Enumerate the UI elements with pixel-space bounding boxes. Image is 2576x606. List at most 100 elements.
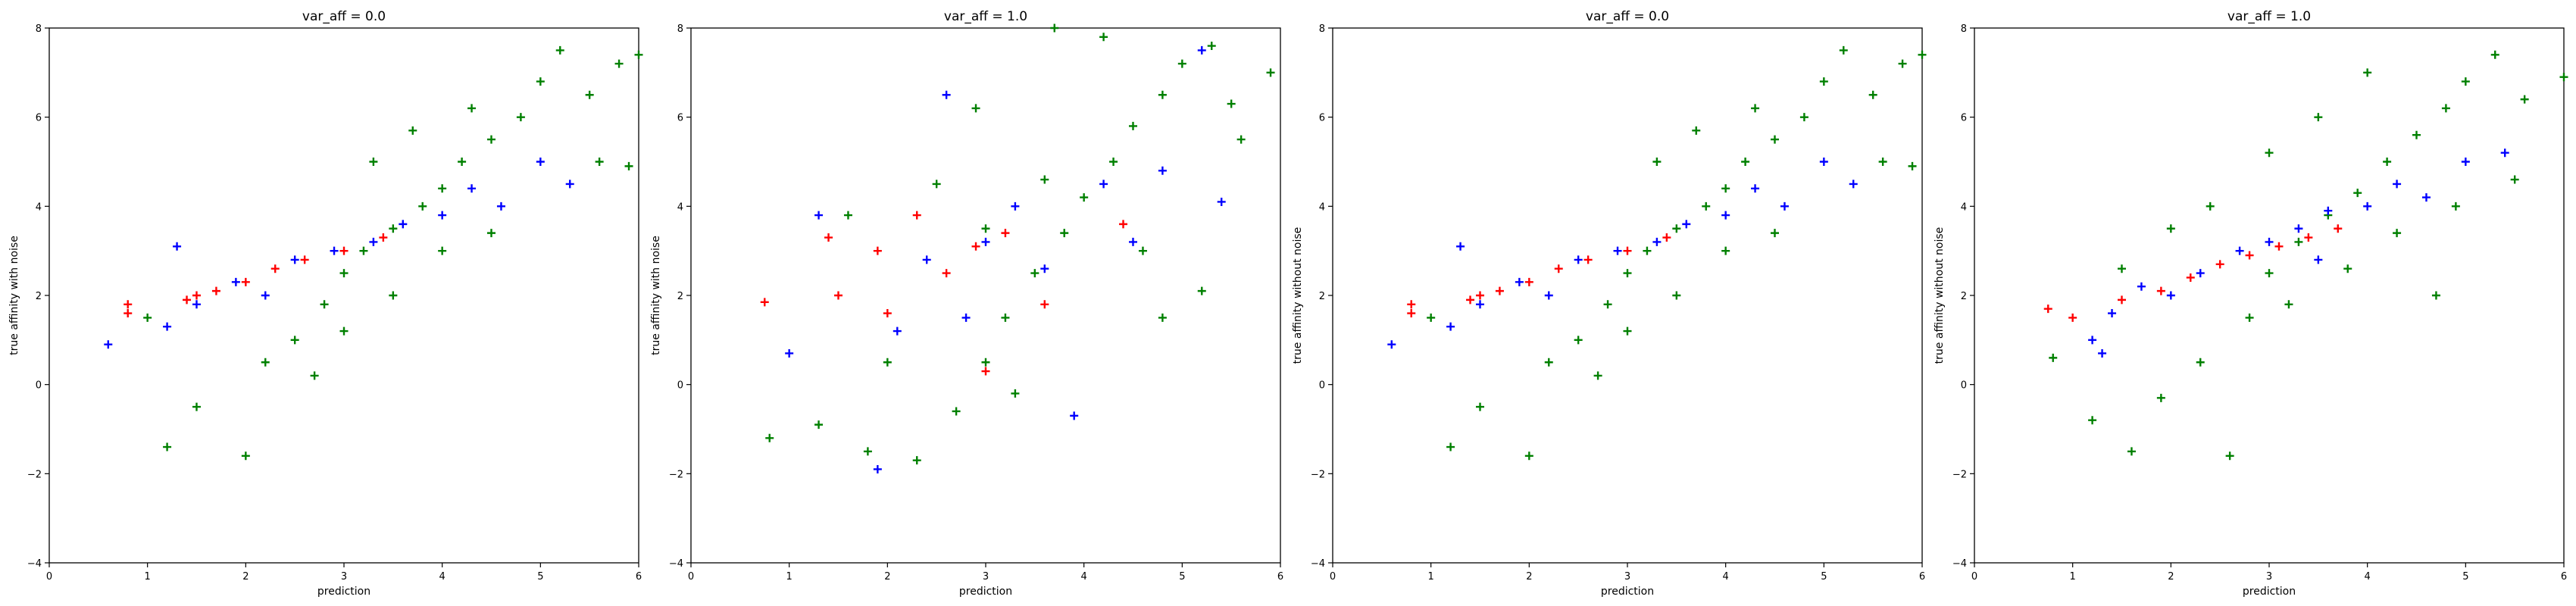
data-point (2043, 305, 2052, 314)
data-point (1652, 158, 1662, 166)
data-point (2137, 282, 2146, 291)
data-point (1099, 180, 1108, 189)
x-tick-label: 3 (983, 571, 989, 583)
data-point (1643, 246, 1652, 255)
data-point (981, 367, 990, 376)
data-point (2156, 286, 2165, 295)
data-point (765, 433, 774, 442)
y-tick-label: 6 (1961, 113, 1967, 124)
data-point (467, 104, 477, 113)
data-point (873, 246, 882, 255)
y-tick-label: −4 (1952, 558, 1967, 570)
data-point (2265, 148, 2274, 158)
data-point (310, 371, 319, 380)
data-point (173, 242, 182, 251)
y-tick-label: −2 (1952, 469, 1967, 480)
data-point (2108, 309, 2117, 318)
data-point (1040, 175, 1049, 184)
data-point (1652, 237, 1662, 246)
data-point (1544, 291, 1553, 300)
data-point (2098, 348, 2107, 358)
data-point (614, 59, 624, 68)
data-point (536, 77, 545, 86)
data-point (883, 358, 892, 367)
x-tick-label: 2 (2168, 571, 2174, 583)
series-3 (1407, 233, 1671, 318)
data-point (2196, 358, 2205, 367)
x-axis-label: prediction (317, 586, 370, 598)
data-point (2245, 251, 2254, 260)
data-point (270, 264, 280, 273)
data-point (1771, 135, 1779, 144)
data-point (1495, 286, 1504, 295)
x-tick-label: 0 (1971, 571, 1977, 583)
y-tick-label: −2 (27, 469, 42, 480)
y-tick-label: −2 (1311, 469, 1325, 480)
data-point (1030, 269, 1039, 278)
data-point (2441, 104, 2450, 113)
data-point (2461, 77, 2470, 86)
data-point (565, 180, 574, 189)
data-point (1672, 224, 1681, 233)
data-point (163, 322, 172, 331)
data-point (1721, 211, 1730, 220)
data-point (1266, 68, 1275, 77)
series-2 (104, 158, 574, 349)
data-point (1613, 246, 1622, 255)
y-tick-label: 6 (36, 113, 42, 124)
data-point (1574, 336, 1583, 345)
scatter-panel-3: var_aff = 0.0 0 1 2 3 4 5 6 −4 −2 0 2 4 6 8 prediction t… (1292, 9, 1927, 598)
x-axis-label: prediction (2243, 586, 2296, 598)
data-point (300, 255, 309, 264)
data-point (814, 420, 824, 430)
plot-frame (1974, 27, 2565, 564)
data-point (1158, 90, 1167, 99)
x-tick-label: 5 (1179, 571, 1185, 583)
data-point (2393, 180, 2402, 189)
data-point (369, 237, 378, 246)
data-point (467, 184, 477, 193)
series-1 (2049, 50, 2568, 461)
y-axis-label: true affinity without noise (1934, 227, 1946, 364)
data-point (2206, 201, 2215, 211)
data-point (1427, 313, 1436, 322)
data-point (2245, 313, 2254, 322)
data-point (438, 211, 447, 220)
data-point (2559, 73, 2568, 82)
data-point (1702, 201, 1711, 211)
data-point (2284, 300, 2293, 309)
data-point (2068, 313, 2077, 322)
data-point (634, 50, 643, 59)
data-point (1721, 246, 1730, 255)
x-tick-label: 5 (537, 571, 543, 583)
data-point (1040, 300, 1049, 309)
data-point (487, 229, 496, 238)
data-point (123, 300, 133, 309)
data-point (1878, 158, 1887, 166)
data-point (192, 402, 201, 411)
data-point (2294, 237, 2303, 246)
data-point (2196, 269, 2205, 278)
series-3 (2043, 224, 2343, 322)
y-tick-label: 8 (677, 23, 683, 35)
data-point (1011, 389, 1020, 398)
x-tick-label: 0 (688, 571, 694, 583)
x-tick-label: 2 (1526, 571, 1532, 583)
data-point (496, 201, 505, 211)
data-point (1524, 277, 1533, 286)
x-tick-label: 1 (2070, 571, 2076, 583)
y-axis-label: true affinity with noise (650, 236, 662, 355)
y-axis-label: true affinity without noise (1292, 227, 1304, 364)
data-point (961, 313, 971, 322)
x-tick-label: 1 (786, 571, 792, 583)
data-point (585, 90, 594, 99)
data-point (1050, 23, 1059, 33)
data-point (1407, 309, 1416, 318)
data-point (2451, 201, 2460, 211)
data-point (516, 113, 525, 122)
data-point (1217, 197, 1226, 206)
data-point (2431, 291, 2440, 300)
data-point (231, 277, 240, 286)
data-point (1158, 313, 1167, 322)
data-point (1207, 42, 1216, 51)
